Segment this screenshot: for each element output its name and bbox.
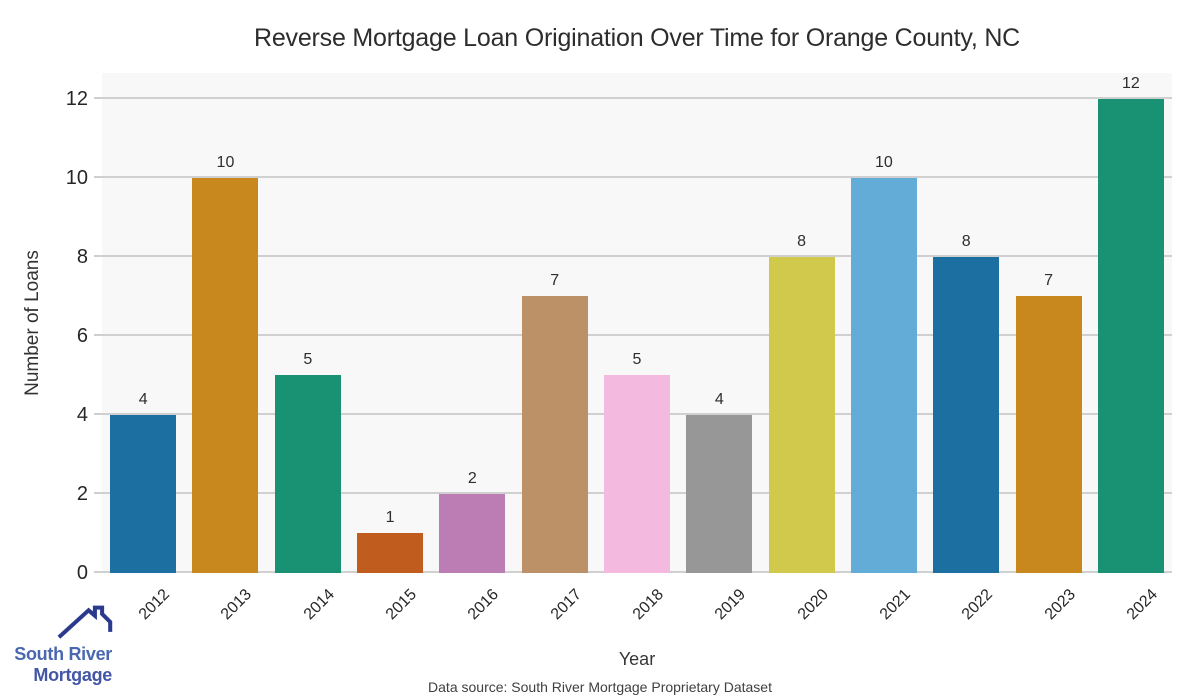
y-tick-mark-4 <box>94 413 102 415</box>
logo-text-line2: Mortgage <box>33 665 112 685</box>
gridline-y12 <box>102 97 1172 99</box>
x-tick-label-2012: 2012 <box>135 586 174 624</box>
bar-2022 <box>933 257 1000 573</box>
x-tick-label-2024: 2024 <box>1123 586 1161 624</box>
bar-value-label-2023: 7 <box>1044 272 1053 289</box>
bar-2017 <box>521 296 588 573</box>
y-tick-mark-12 <box>94 97 102 99</box>
gridline-y10 <box>102 176 1172 178</box>
bar-value-label-2016: 2 <box>467 470 477 487</box>
x-tick-label-2017: 2017 <box>547 586 585 624</box>
bar-2024 <box>1097 99 1164 573</box>
gridline-y6 <box>102 334 1172 336</box>
x-tick-label-2015: 2015 <box>382 586 421 624</box>
y-tick-label-10: 10 <box>65 167 88 189</box>
y-tick-label-6: 6 <box>76 325 88 347</box>
plot-area: 4 10 5 1 2 7 5 4 8 10 8 7 12 <box>102 73 1172 573</box>
data-source-note: Data source: South River Mortgage Propri… <box>428 679 772 695</box>
y-tick-mark-8 <box>94 255 102 257</box>
gridline-y8 <box>102 255 1172 257</box>
bar-value-label-2012: 4 <box>138 391 148 408</box>
bar-value-label-2015: 1 <box>385 509 395 526</box>
bar-value-label-2021: 10 <box>875 154 893 171</box>
x-tick-label-2022: 2022 <box>959 586 997 624</box>
south-river-mortgage-logo: South River Mortgage <box>14 602 112 688</box>
x-tick-label-2019: 2019 <box>712 586 750 624</box>
bar-2023 <box>1015 296 1082 573</box>
logo-text-line1: South River <box>14 644 112 664</box>
x-axis-label: Year <box>618 649 656 669</box>
x-tick-label-2021: 2021 <box>876 586 914 624</box>
bar-2019 <box>686 415 753 573</box>
y-tick-label-8: 8 <box>76 246 88 268</box>
bar-2018 <box>604 375 670 573</box>
house-roof-icon <box>57 605 113 639</box>
bar-value-label-2018: 5 <box>632 351 642 368</box>
x-tick-label-2020: 2020 <box>794 586 832 624</box>
x-tick-label-2016: 2016 <box>465 586 503 624</box>
x-tick-label-2013: 2013 <box>218 586 256 624</box>
bar-value-label-2014: 5 <box>303 351 313 368</box>
x-tick-label-2014: 2014 <box>300 586 338 624</box>
y-tick-label-0: 0 <box>76 562 88 584</box>
y-tick-label-2: 2 <box>76 483 88 505</box>
bar-value-label-2020: 8 <box>797 233 807 250</box>
roof-path <box>57 605 113 639</box>
y-tick-mark-0 <box>94 571 102 573</box>
bar-2013 <box>192 178 259 573</box>
x-tick-label-2018: 2018 <box>629 586 668 624</box>
y-tick-mark-10 <box>94 176 102 178</box>
bar-value-label-2019: 4 <box>714 391 724 408</box>
bar-2016 <box>439 494 506 573</box>
y-tick-mark-6 <box>94 334 102 336</box>
y-tick-label-12: 12 <box>65 88 88 110</box>
y-tick-label-4: 4 <box>76 404 88 426</box>
chart-title: Reverse Mortgage Loan Origination Over T… <box>253 24 1021 52</box>
bar-value-label-2013: 10 <box>216 154 235 171</box>
x-tick-label-2023: 2023 <box>1041 586 1079 624</box>
bar-2021 <box>850 178 917 573</box>
bar-value-label-2022: 8 <box>961 233 971 250</box>
bar-value-label-2024: 12 <box>1121 75 1140 92</box>
bar-2012 <box>110 415 177 573</box>
bar-value-label-2017: 7 <box>550 272 560 289</box>
bar-2014 <box>274 375 341 573</box>
bar-2020 <box>768 257 835 573</box>
y-tick-mark-2 <box>94 492 102 494</box>
bar-2015 <box>357 533 424 573</box>
